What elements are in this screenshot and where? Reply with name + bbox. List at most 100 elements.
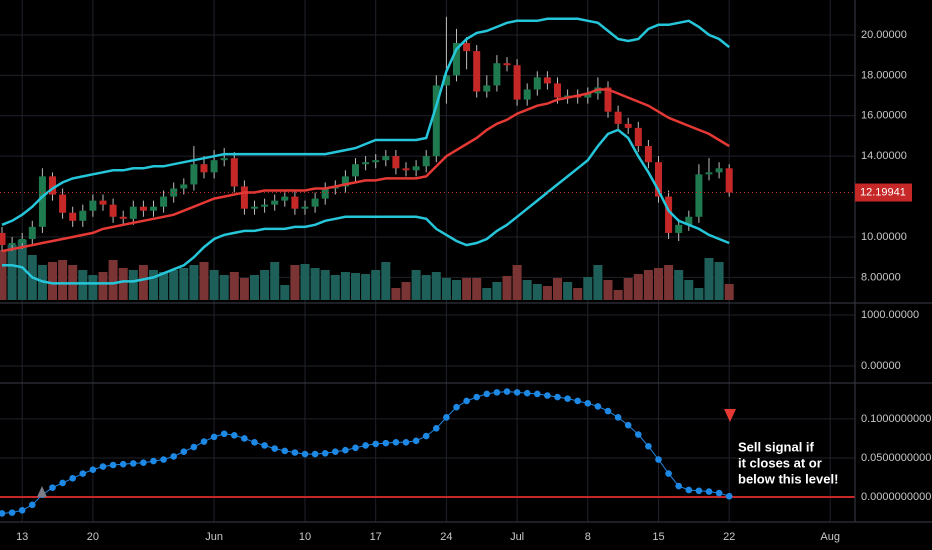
candle-body bbox=[139, 206, 147, 211]
band-line bbox=[1, 88, 730, 253]
indicator-dot bbox=[503, 388, 511, 395]
volume-bar bbox=[694, 288, 704, 300]
candle-body bbox=[382, 156, 390, 161]
candle-body bbox=[624, 123, 632, 128]
indicator-dot bbox=[220, 430, 228, 438]
volume-bar bbox=[684, 280, 694, 300]
indicator-dot bbox=[69, 474, 76, 482]
indicator-dot bbox=[422, 432, 430, 440]
indicator-dot bbox=[534, 390, 541, 398]
candle-body bbox=[412, 166, 420, 171]
y-tick-label: 10.00000 bbox=[861, 231, 907, 243]
indicator-dot bbox=[705, 488, 713, 495]
volume-bar bbox=[159, 272, 169, 300]
candle-body bbox=[604, 87, 612, 112]
candle-body bbox=[180, 184, 188, 189]
candle-body bbox=[422, 156, 430, 167]
indicator-dot bbox=[614, 414, 622, 421]
indicator-dot bbox=[0, 510, 6, 517]
candle-body bbox=[442, 75, 450, 86]
y-tick-label: 0.00000 bbox=[861, 360, 901, 372]
candle-body bbox=[311, 198, 319, 207]
candle-body bbox=[675, 224, 683, 233]
candle-body bbox=[634, 127, 642, 147]
indicator-dot bbox=[443, 414, 450, 421]
indicator-dot bbox=[382, 439, 390, 447]
indicator-dot bbox=[59, 479, 66, 487]
indicator-dot bbox=[200, 438, 208, 445]
indicator-dot bbox=[311, 450, 319, 458]
volume-bar bbox=[98, 272, 108, 300]
candle-body bbox=[362, 162, 370, 165]
indicator-dot bbox=[675, 482, 682, 490]
candle-body bbox=[523, 89, 531, 100]
indicator-dot bbox=[604, 407, 612, 415]
indicator-dot bbox=[281, 447, 289, 455]
indicator-dot bbox=[372, 440, 380, 448]
indicator-dot bbox=[594, 403, 602, 410]
volume-bar bbox=[330, 275, 340, 300]
x-tick-label: 17 bbox=[370, 531, 382, 543]
indicator-dot bbox=[513, 389, 521, 396]
candle-body bbox=[271, 200, 279, 205]
candle-body bbox=[18, 238, 26, 244]
candle-body bbox=[160, 196, 168, 207]
volume-bar bbox=[310, 268, 320, 300]
y-tick-label: 16.00000 bbox=[861, 110, 907, 122]
volume-bar bbox=[714, 262, 724, 300]
indicator-dot bbox=[624, 421, 632, 429]
volume-bar bbox=[199, 262, 209, 300]
volume-bar bbox=[411, 270, 421, 300]
candle-body bbox=[715, 168, 723, 173]
indicator-dot bbox=[685, 486, 693, 494]
indicator-dot bbox=[453, 403, 460, 411]
volume-bar bbox=[401, 282, 411, 300]
candle-body bbox=[533, 77, 541, 90]
candle-body bbox=[28, 226, 36, 239]
volume-bar bbox=[381, 262, 391, 300]
candle-body bbox=[190, 164, 198, 185]
candle-body bbox=[59, 194, 67, 213]
volume-bar bbox=[88, 275, 98, 300]
candle-body bbox=[79, 210, 87, 221]
indicator-dot bbox=[635, 431, 642, 438]
indicator-dot bbox=[150, 457, 157, 465]
y-tick-label: 20.00000 bbox=[861, 29, 907, 41]
x-tick-label: 24 bbox=[440, 531, 452, 543]
indicator-dot bbox=[584, 400, 592, 407]
volume-bar bbox=[128, 270, 138, 300]
plot bbox=[0, 16, 855, 517]
indicator-dot bbox=[332, 448, 339, 456]
candle-body bbox=[150, 206, 157, 211]
volume-bar bbox=[179, 268, 189, 300]
volume-bar bbox=[0, 250, 7, 300]
volume-bar bbox=[7, 245, 17, 300]
candle-body bbox=[352, 164, 359, 177]
candle-body bbox=[200, 164, 208, 173]
candle-body bbox=[321, 188, 329, 199]
candle-body bbox=[695, 174, 703, 217]
buy-signal-marker bbox=[37, 486, 47, 497]
volume-bar bbox=[482, 288, 492, 300]
x-tick-label: 22 bbox=[723, 531, 735, 543]
indicator-dot bbox=[301, 450, 309, 458]
indicator-dot bbox=[271, 445, 279, 452]
candle-body bbox=[614, 111, 622, 124]
candle-body bbox=[685, 216, 693, 225]
candle-body bbox=[513, 65, 521, 100]
x-tick-label: Aug bbox=[820, 531, 840, 543]
indicator-dot bbox=[119, 460, 127, 468]
candle-body bbox=[725, 168, 733, 193]
annotation-text: below this level! bbox=[738, 471, 838, 486]
volume-bar bbox=[169, 270, 179, 300]
volume-bar bbox=[391, 288, 401, 300]
candle-body bbox=[402, 168, 410, 171]
candle-body bbox=[584, 93, 592, 98]
y-tick-label: 0.0000000000 bbox=[861, 491, 931, 503]
indicator-dot bbox=[463, 397, 470, 405]
indicator-dot bbox=[352, 444, 359, 452]
annotation-text: Sell signal if bbox=[738, 439, 815, 454]
volume-bar bbox=[704, 258, 714, 300]
indicator-dot bbox=[362, 442, 369, 449]
indicator-dot bbox=[29, 501, 36, 509]
